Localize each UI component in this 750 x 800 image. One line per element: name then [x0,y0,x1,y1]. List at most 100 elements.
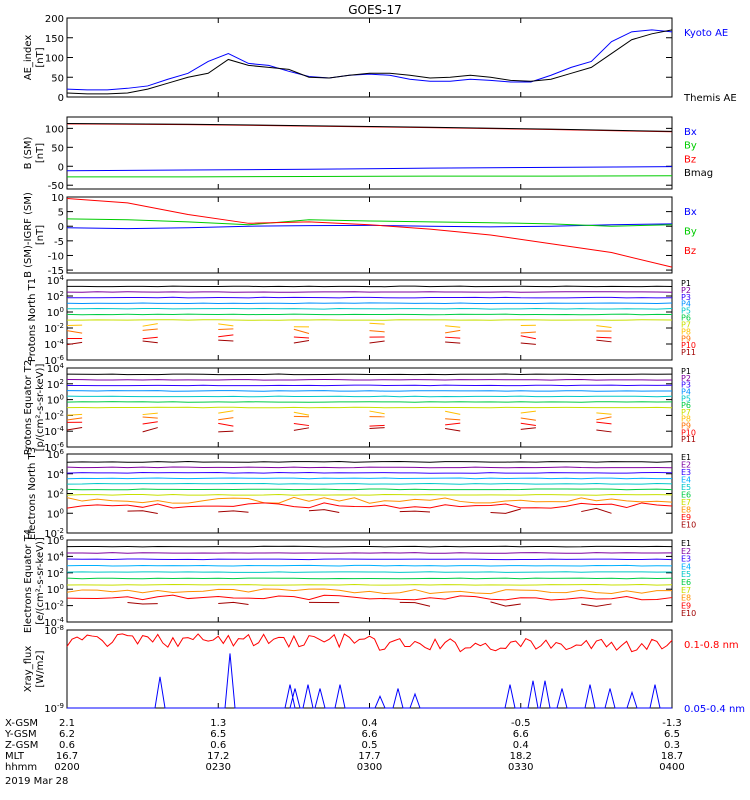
series-line [369,410,385,415]
series-line [66,466,673,469]
footer-value: 0230 [206,762,231,773]
footer-value: 16.7 [56,751,78,762]
series-line [293,328,310,334]
footer-value: 18.2 [510,751,532,762]
series-line [293,339,310,344]
series-line [66,496,673,504]
legend-entry: E4 [681,562,691,571]
series-line [66,384,673,387]
series-line [66,373,673,376]
y-tick-label: 10-8 [44,624,64,637]
footer-value: 0.5 [362,740,378,751]
legend-entry: P3 [681,293,691,302]
y-axis-label: [p/(cm²-s-sr-keV)] [35,364,46,452]
legend-entry: Themis AE [683,93,737,104]
y-tick-label: 102 [47,488,64,501]
series-line [445,410,461,415]
series-line [520,331,536,334]
panel-frame [66,629,673,709]
series-line [293,422,310,427]
series-line [66,594,673,601]
series-line [66,571,673,573]
y-tick-label: 10-2 [44,527,64,540]
series-line [520,417,536,421]
legend-entry: P9 [681,334,691,343]
series-line [66,341,83,346]
legend-entry: P5 [681,394,691,403]
series-line [218,430,234,433]
y-tick-label: 100 [45,124,64,135]
y-tick-label: -10 [48,251,64,262]
legend-entry: E2 [681,547,691,556]
series-line [218,339,234,342]
y-tick-label: 10-2 [44,409,64,422]
series-line [66,218,673,227]
panel-6: 106 104 102 100 10-2 Electrons North T3 E1E2E3… [27,447,696,540]
series-line [66,122,673,132]
legend-entry: E9 [681,601,691,610]
series-line [66,302,673,305]
y-axis-label: [nT] [35,143,46,163]
series-line [66,413,83,416]
y-tick-label: 200 [45,14,64,25]
series-line [445,336,461,339]
series-line [66,285,673,288]
legend-entry: E9 [681,513,691,522]
series-line [520,427,536,430]
series-line [66,390,673,392]
series-line [66,502,673,509]
series-line [142,412,158,416]
footer-row-label: hhmm [5,762,37,773]
legend-entry: P11 [681,435,696,444]
legend-entry: 0.1-0.8 nm [684,640,739,651]
series-line [66,223,673,230]
legend-entry: By [684,141,697,152]
series-line [218,417,234,421]
series-line [66,558,673,561]
footer-value: 17.7 [358,751,380,762]
y-tick-label: 104 [47,468,65,481]
series-line [596,412,612,415]
series-line [218,410,234,414]
series-line [581,507,612,514]
footer-value: 0.4 [513,740,529,751]
series-line [66,307,673,310]
series-line [66,29,673,91]
footer-value: 0.3 [664,740,680,751]
series-line [369,427,385,429]
panel-frame [66,17,673,98]
y-tick-label: 10-4 [44,338,64,351]
footer-value: 0.4 [362,718,378,729]
series-line [308,509,340,513]
y-tick-label: 104 [47,362,65,375]
legend-entry: Bx [684,127,697,138]
legend-entry: P11 [681,348,696,357]
y-axis-label: Xray_flux [23,646,34,693]
series-line [369,340,385,344]
y-tick-label: 10-2 [44,322,64,335]
series-line [445,418,461,421]
series-line [66,166,673,172]
series-line [142,421,158,425]
series-line [490,601,521,607]
series-line [67,653,672,709]
footer-value: -0.5 [511,718,531,729]
legend-entry: P7 [681,320,691,329]
series-line [369,424,385,427]
legend-entry: E10 [681,521,696,530]
legend-entry: E8 [681,506,691,515]
footer-value: 0300 [357,762,382,773]
series-line [66,577,673,580]
series-line [596,416,612,421]
legend-entry: P6 [681,401,691,410]
legend-entry: Kyoto AE [684,28,728,39]
series-line [66,633,673,653]
series-line [66,545,673,548]
plot-title: GOES-17 [348,3,402,17]
panel-frame [66,116,673,190]
y-tick-label: 104 [47,550,65,563]
footer-value: -1.3 [662,718,682,729]
series-line [520,422,536,426]
legend-entry: Bx [684,207,697,218]
footer-row-label: MLT [5,751,25,762]
